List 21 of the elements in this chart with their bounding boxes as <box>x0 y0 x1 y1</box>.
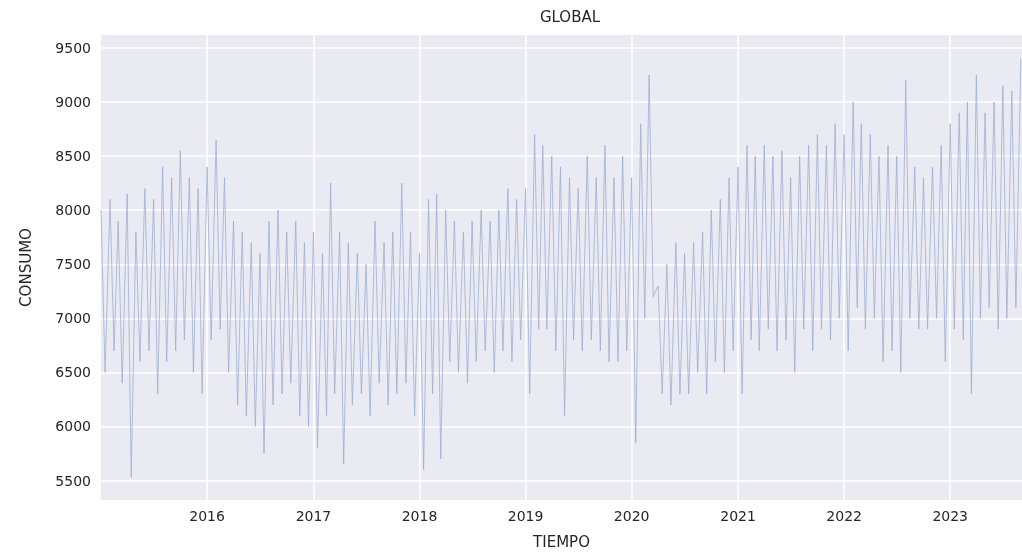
x-tick-label: 2023 <box>932 508 969 524</box>
x-tick-label: 2017 <box>295 508 332 524</box>
y-axis-title: CONSUMO <box>16 228 35 307</box>
x-tick-label: 2019 <box>507 508 544 524</box>
y-tick-label: 9500 <box>55 39 91 56</box>
y-tick-label: 7500 <box>55 256 91 273</box>
y-tick-label: 5500 <box>55 472 91 489</box>
x-tick-label: 2018 <box>401 508 438 524</box>
y-tick-label: 8000 <box>55 202 91 219</box>
x-tick-label: 2022 <box>826 508 862 524</box>
chart-title: GLOBAL <box>539 7 601 26</box>
y-tick-label: 6000 <box>55 418 91 435</box>
x-axis-title: TIEMPO <box>532 532 590 551</box>
line-series <box>100 58 1022 478</box>
x-tick-label: 2021 <box>720 508 756 524</box>
y-tick-label: 9000 <box>55 94 91 111</box>
y-tick-label: 8500 <box>55 148 91 165</box>
x-tick-label: 2016 <box>189 508 225 524</box>
y-tick-label: 6500 <box>55 364 91 381</box>
x-tick-label: 2020 <box>613 508 650 524</box>
y-tick-label: 7000 <box>55 310 91 327</box>
